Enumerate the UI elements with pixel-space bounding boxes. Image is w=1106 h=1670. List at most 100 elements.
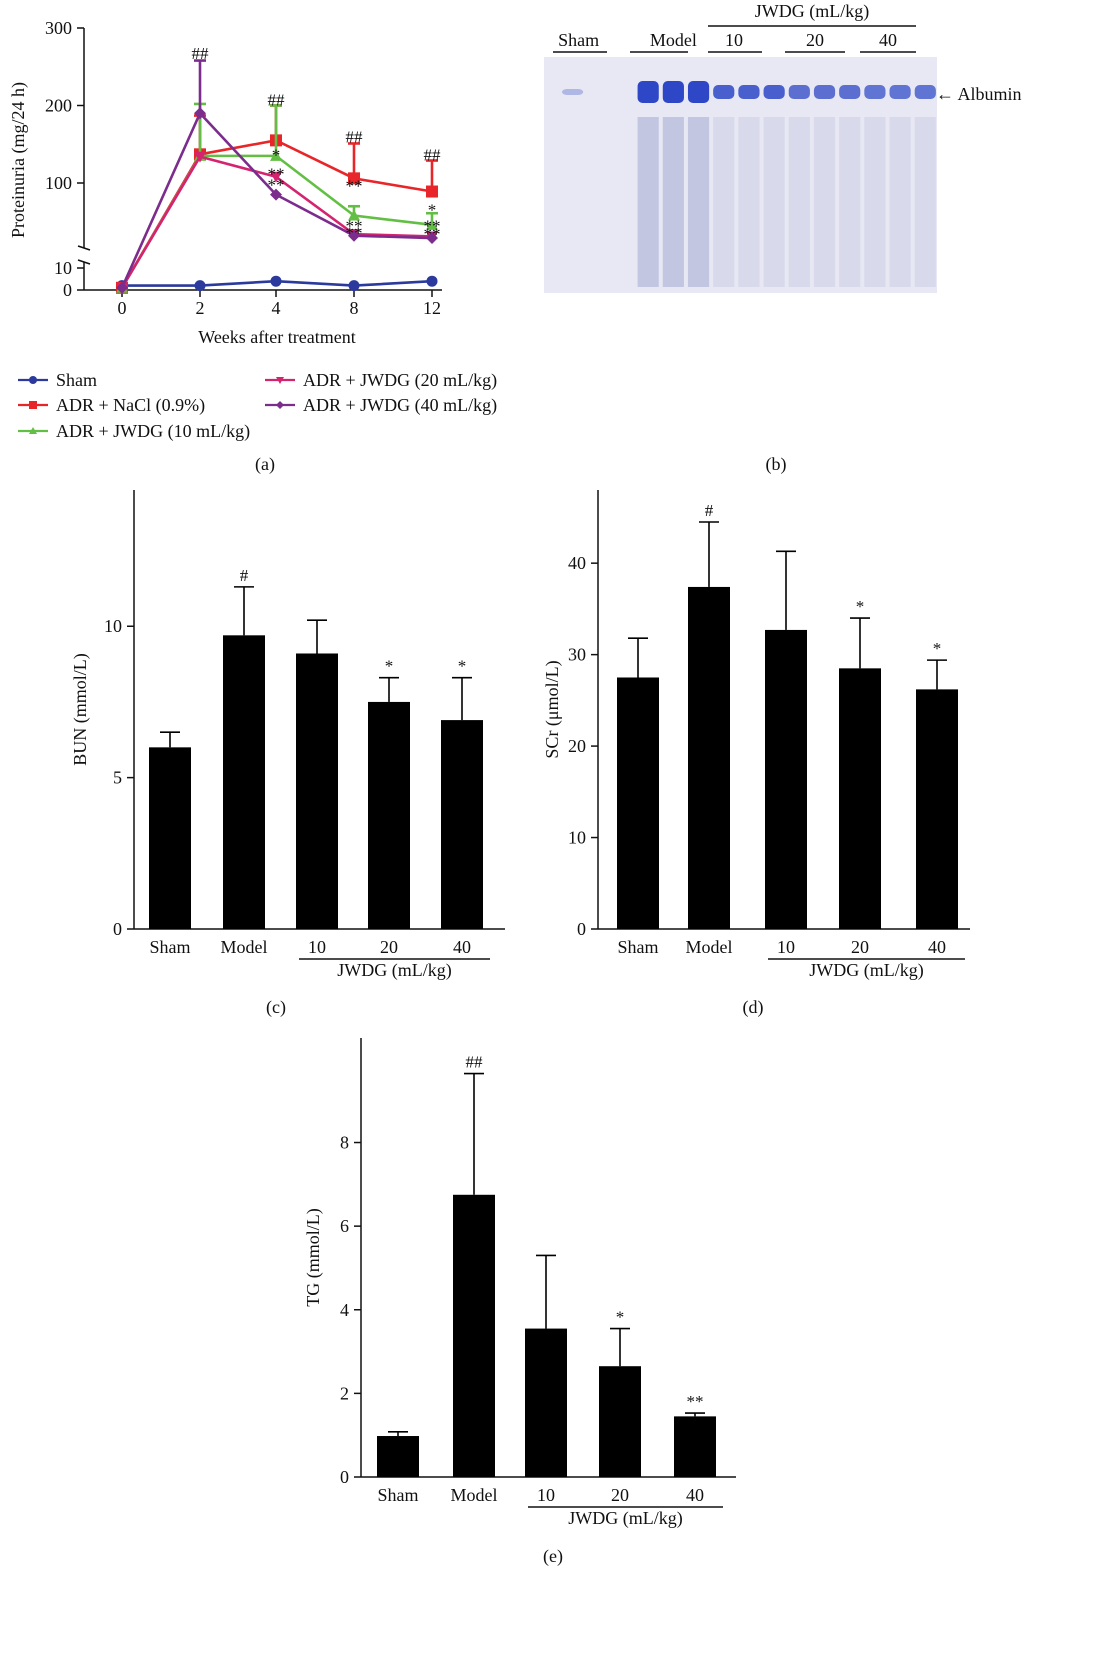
x-tick-label: Sham (377, 1485, 418, 1505)
panel-label-e: (e) (543, 1546, 563, 1567)
albumin-band (914, 85, 936, 99)
albumin-band (562, 89, 584, 95)
bar-Model (688, 586, 730, 929)
data-point (270, 171, 282, 183)
significance-marker: # (705, 501, 714, 520)
y-tick-label: 6 (340, 1216, 349, 1236)
significance-marker: ## (346, 128, 364, 147)
data-point (270, 275, 282, 287)
x-tick-label: Sham (617, 937, 658, 957)
bar-10 (765, 629, 807, 929)
data-point (116, 281, 128, 294)
legend-marker (29, 401, 37, 409)
gel-lane-smear (788, 117, 810, 287)
gel-lane-smear (738, 117, 760, 287)
legend-label: ADR + JWDG (40 mL/kg) (303, 395, 497, 416)
significance-marker: ## (466, 1053, 484, 1072)
bar-10 (525, 1328, 567, 1477)
x-tick-label: 8 (350, 298, 359, 318)
gel-lane-smear (713, 117, 735, 287)
x-tick-label: 40 (686, 1485, 704, 1505)
albumin-band (889, 85, 911, 99)
lane-label-sham: Sham (558, 30, 599, 50)
x-tick-label: 12 (423, 298, 441, 318)
y-axis-title: Proteinuria (mg/24 h) (8, 82, 29, 238)
data-point (270, 149, 282, 161)
significance-marker: ** (346, 176, 363, 195)
significance-marker: * (385, 657, 394, 676)
y-tick-label: 10 (568, 828, 586, 848)
legend-label: Sham (56, 370, 97, 390)
data-point (194, 151, 206, 163)
x-tick-label: 20 (380, 937, 398, 957)
bar-20 (839, 668, 881, 929)
gel-lane-smear (864, 117, 886, 287)
group-label: JWDG (mL/kg) (809, 960, 923, 981)
y-tick-label: 8 (340, 1133, 349, 1153)
significance-marker: * (458, 657, 467, 676)
significance-marker: * (428, 200, 437, 219)
x-tick-label: 40 (453, 937, 471, 957)
data-point (194, 107, 206, 120)
band-label-albumin: ← Albumin (936, 84, 1022, 104)
bar-Model (223, 635, 265, 929)
x-axis-title: Weeks after treatment (198, 327, 355, 347)
gel-lane-smear (662, 117, 684, 287)
lane-label-model: Model (650, 30, 697, 50)
y-tick-label: 20 (568, 736, 586, 756)
y-axis-title: BUN (mmol/L) (70, 653, 91, 766)
y-tick-label: 0 (113, 919, 122, 939)
dose-label: 20 (806, 30, 824, 50)
y-tick-label: 30 (568, 645, 586, 665)
significance-marker: ## (268, 90, 286, 109)
y-tick-label: 40 (568, 553, 586, 573)
albumin-band (713, 85, 735, 99)
y-tick-label: 10 (54, 258, 72, 278)
significance-marker: ## (192, 44, 210, 63)
bar-40 (441, 720, 483, 929)
x-tick-label: 20 (611, 1485, 629, 1505)
albumin-band (864, 85, 886, 99)
legend-label: ADR + NaCl (0.9%) (56, 395, 205, 416)
x-tick-label: 4 (272, 298, 281, 318)
y-tick-label: 0 (340, 1467, 349, 1487)
panel-label-d: (d) (743, 997, 764, 1018)
y-tick-label: 2 (340, 1383, 349, 1403)
gel-group-title: JWDG (mL/kg) (755, 1, 869, 22)
bar-Model (453, 1194, 495, 1477)
legend-marker (276, 377, 284, 384)
albumin-band (687, 81, 710, 103)
x-tick-label: 10 (308, 937, 326, 957)
axis-break-mark-upper (77, 245, 91, 251)
data-point (426, 275, 438, 287)
bar-40 (916, 689, 958, 929)
panel-a-legend: Sham ADR + NaCl (0.9%) ADR + JWDG (10 mL/k… (18, 370, 497, 442)
data-point (348, 209, 360, 221)
bar-Sham (377, 1436, 419, 1477)
group-label: JWDG (mL/kg) (568, 1508, 682, 1529)
gel-lane-smear (914, 117, 936, 287)
data-point (270, 188, 282, 201)
group-label: JWDG (mL/kg) (337, 960, 451, 981)
x-tick-label: Model (221, 937, 268, 957)
gel-lane-smear (813, 117, 836, 287)
panel-e-tg-bar-chart: 0 2 4 6 8 TG (mmol/L) Sham ## Model 10 * 20 ** 40JWDG… (303, 1038, 736, 1567)
legend-marker (29, 376, 37, 384)
x-tick-label: Model (451, 1485, 498, 1505)
y-tick-label: 200 (45, 96, 72, 116)
x-tick-label: Sham (149, 937, 190, 957)
albumin-band (738, 85, 760, 99)
panel-label-b: (b) (766, 454, 787, 475)
significance-marker: ** (268, 165, 285, 184)
significance-marker: * (856, 597, 865, 616)
x-tick-label: 2 (196, 298, 205, 318)
bar-40 (674, 1416, 716, 1477)
x-tick-label: 40 (928, 937, 946, 957)
albumin-band (763, 85, 785, 99)
axis-break-mark-lower (77, 259, 91, 265)
y-tick-label: 300 (45, 18, 72, 38)
significance-marker: ** (268, 176, 285, 195)
significance-marker: # (240, 566, 249, 585)
